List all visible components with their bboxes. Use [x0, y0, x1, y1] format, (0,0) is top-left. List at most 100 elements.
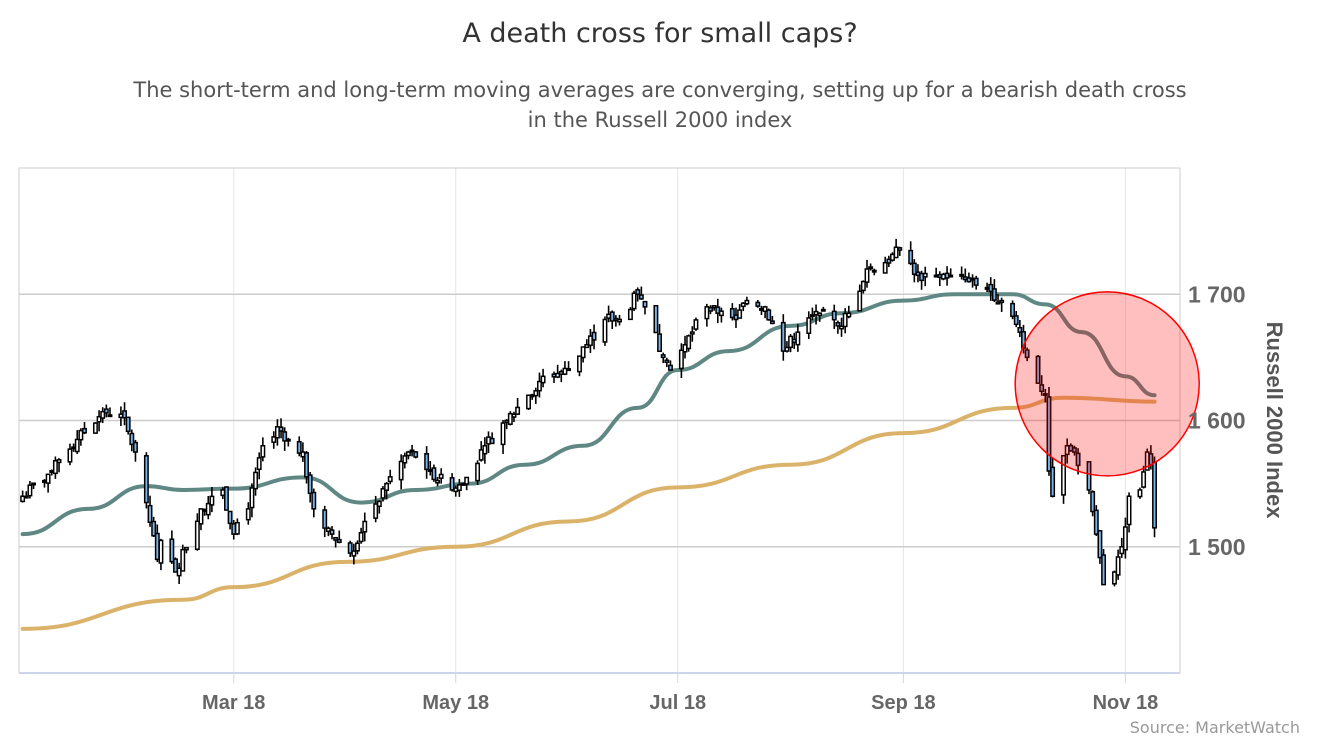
- candle-down: [307, 474, 313, 495]
- candle-up: [627, 308, 633, 321]
- candle-down: [129, 432, 135, 446]
- candle-up: [678, 349, 684, 370]
- candle-up: [806, 317, 812, 334]
- candle-down: [424, 453, 430, 471]
- ma-50-line: [20, 292, 1157, 537]
- candle-down: [413, 451, 419, 458]
- candle-up: [249, 487, 255, 509]
- candle-down: [151, 520, 157, 537]
- candle-up: [67, 448, 73, 463]
- candle-down: [591, 331, 597, 341]
- candle-down: [831, 310, 837, 321]
- candle-down: [133, 441, 138, 453]
- candle-down: [1090, 491, 1096, 513]
- candle-up: [1115, 556, 1121, 576]
- candle-up: [842, 312, 848, 328]
- moving-averages: [20, 292, 1157, 631]
- candle-up: [234, 521, 240, 535]
- candle-up: [846, 312, 852, 318]
- candle-up: [358, 532, 364, 543]
- candle-up: [562, 367, 568, 375]
- candle-down: [708, 306, 713, 312]
- candle-up: [795, 331, 801, 346]
- ma-200-line: [20, 395, 1157, 631]
- candle-down: [886, 258, 892, 264]
- candle-up: [74, 438, 80, 453]
- candle-up: [285, 438, 291, 442]
- candle-down: [322, 509, 328, 529]
- candle-up: [183, 546, 189, 551]
- y-tick-label: 1 600: [1188, 408, 1246, 434]
- candles: [20, 238, 1157, 587]
- credit-source: Source: MarketWatch: [1130, 718, 1300, 737]
- candle-up: [435, 479, 440, 484]
- candle-down: [143, 455, 149, 504]
- candle-up: [948, 274, 954, 278]
- candle-up: [355, 542, 360, 552]
- candle-up: [893, 246, 899, 259]
- candle-down: [755, 301, 761, 307]
- annotations: [1014, 291, 1200, 477]
- candle-down: [715, 306, 721, 314]
- candle-up: [176, 567, 182, 577]
- chart-subtitle-line-1: The short-term and long-term moving aver…: [132, 78, 1186, 102]
- candle-down: [988, 283, 994, 293]
- candle-up: [376, 500, 382, 507]
- candle-up: [587, 335, 593, 347]
- x-tick-label: Nov 18: [1093, 692, 1159, 714]
- candle-up: [31, 482, 37, 486]
- candle-up: [245, 508, 251, 521]
- candle-down: [103, 408, 109, 414]
- candle-down: [664, 359, 670, 364]
- candle-down: [991, 288, 997, 301]
- candle-down: [1046, 396, 1052, 472]
- candle-up: [737, 309, 743, 319]
- candle-up: [515, 406, 521, 415]
- candle-up: [762, 306, 768, 313]
- candle-up: [380, 488, 386, 499]
- candle-up: [860, 280, 866, 292]
- candle-down: [766, 309, 772, 321]
- candle-up: [78, 429, 84, 441]
- candle-up: [180, 548, 186, 572]
- candle-up: [718, 310, 724, 317]
- candle-up: [839, 325, 844, 330]
- candle-up: [482, 445, 488, 455]
- candle-down: [769, 320, 775, 325]
- candle-down: [107, 414, 113, 418]
- candle-up: [23, 495, 29, 499]
- x-tick-label: Mar 18: [202, 692, 265, 714]
- y-tick-label: 1 700: [1188, 281, 1246, 307]
- candle-up: [693, 319, 699, 330]
- x-tick-label: Jul 18: [649, 692, 706, 714]
- candle-up: [555, 372, 561, 378]
- candle-up: [959, 273, 965, 277]
- candle-down: [668, 364, 673, 371]
- x-tick-label: May 18: [422, 692, 489, 714]
- candle-down: [329, 529, 335, 535]
- candle-up: [158, 539, 164, 564]
- candle-up: [260, 445, 266, 458]
- candle-down: [1042, 393, 1048, 397]
- ticks: Mar 18 May 18 Jul 18 Sep 18 Nov 18 1 500 1 600…: [202, 281, 1246, 714]
- candle-down: [125, 416, 131, 433]
- candle-down: [333, 536, 339, 541]
- candle-up: [464, 476, 470, 485]
- candle-down: [911, 262, 917, 275]
- candle-down: [566, 368, 572, 372]
- candle-up: [56, 459, 62, 464]
- candle-up: [96, 415, 102, 423]
- candle-up: [1137, 489, 1143, 498]
- candle-up: [362, 520, 368, 533]
- candle-up: [584, 344, 590, 349]
- candle-up: [1112, 571, 1117, 585]
- candle-down: [122, 410, 127, 419]
- candle-up: [882, 261, 888, 274]
- candle-down: [336, 538, 342, 544]
- candle-up: [52, 459, 58, 475]
- candle-down: [1101, 554, 1107, 586]
- candle-up: [602, 318, 608, 343]
- candle-down: [431, 467, 437, 481]
- candle-up: [405, 451, 411, 457]
